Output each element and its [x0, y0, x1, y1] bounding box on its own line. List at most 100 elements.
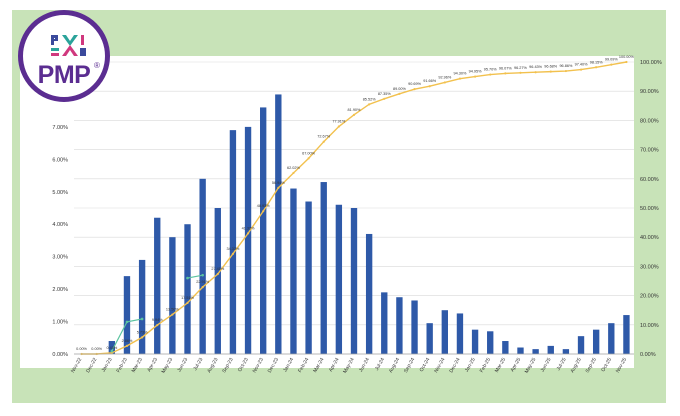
cumulative-data-label: 96.27%: [514, 66, 528, 70]
cumulative-point: [383, 97, 386, 100]
bar: [532, 349, 539, 354]
cumulative-data-label: 96.07%: [499, 66, 513, 70]
bar: [577, 336, 585, 354]
y-tick-label: 1.00%: [52, 320, 68, 326]
cumulative-data-label: 72.67%: [317, 135, 331, 139]
bar: [108, 341, 116, 354]
cumulative-point: [156, 323, 159, 327]
bar: [123, 276, 131, 354]
bar: [290, 188, 297, 354]
trend-line: [111, 318, 143, 352]
cumulative-data-label: 95.70%: [484, 68, 498, 72]
bar: [335, 204, 343, 354]
cumulative-point: [171, 313, 174, 316]
bar: [441, 310, 448, 354]
cumulative-data-label: 90.69%: [408, 82, 422, 86]
y2-tick-label: 50.00%: [640, 206, 659, 212]
cumulative-data-label: 0.00%: [91, 347, 102, 351]
y-tick-label: 7.00%: [52, 125, 68, 131]
cumulative-data-label: 41.32%: [242, 226, 256, 230]
cumulative-point: [595, 66, 598, 69]
cumulative-point: [504, 72, 507, 75]
y2-tick-label: 100.00%: [640, 60, 662, 66]
y2-tick-label: 70.00%: [640, 148, 659, 154]
cumulative-data-label: 96.68%: [544, 65, 558, 69]
y2-tick-label: 80.00%: [640, 118, 659, 124]
cumulative-point: [292, 171, 295, 175]
cumulative-data-label: 96.86%: [559, 64, 573, 68]
y2-tick-label: 30.00%: [640, 264, 659, 270]
bar: [471, 329, 479, 354]
bar: [396, 297, 403, 354]
y2-tick-label: 60.00%: [640, 177, 659, 183]
cumulative-point: [307, 157, 310, 160]
bar: [275, 94, 282, 354]
cumulative-point: [368, 103, 371, 106]
cumulative-point: [413, 88, 416, 91]
bar: [456, 313, 464, 354]
cumulative-point: [216, 272, 219, 276]
cumulative-point: [473, 75, 477, 78]
cumulative-point: [337, 125, 340, 128]
bar: [562, 349, 570, 354]
cumulative-data-label: 77.91%: [332, 120, 346, 124]
registered-mark: ®: [94, 61, 100, 70]
cumulative-data-label: 100.00%: [619, 55, 635, 59]
cumulative-data-label: 56.94%: [272, 181, 286, 185]
bar: [320, 182, 327, 354]
cumulative-data-label: 34.33%: [226, 247, 240, 251]
cumulative-data-label: 81.90%: [348, 108, 362, 112]
y2-tick-label: 20.00%: [640, 294, 659, 300]
pmp-logo-text: PMP: [37, 61, 91, 89]
y-tick-label: 3.00%: [52, 255, 68, 261]
cumulative-data-label: 62.02%: [287, 166, 301, 170]
cumulative-data-label: 17.51%: [181, 296, 195, 300]
cumulative-data-label: 92.96%: [438, 75, 452, 79]
cumulative-point: [277, 186, 280, 189]
bar: [365, 233, 373, 354]
y2-tick-label: 0.00%: [640, 352, 656, 358]
cumulative-point: [352, 113, 356, 116]
bar: [502, 341, 509, 354]
bar: [623, 315, 630, 354]
cumulative-point: [458, 77, 462, 80]
y2-tick-label: 40.00%: [640, 235, 659, 241]
y2-tick-label: 90.00%: [640, 89, 659, 95]
bar: [411, 300, 418, 354]
cumulative-point: [186, 301, 189, 304]
pmp-logo: PMP ®: [18, 10, 110, 102]
cumulative-data-label: 89.00%: [393, 87, 407, 91]
cumulative-point: [398, 92, 401, 95]
cumulative-point: [201, 286, 204, 289]
cumulative-data-label: 94.30%: [454, 72, 468, 76]
cumulative-point: [519, 71, 522, 74]
cumulative-data-label: 0.00%: [76, 347, 87, 351]
pmi-logo-icon: [51, 35, 86, 56]
bar: [229, 130, 237, 354]
cumulative-data-label: 27.41%: [211, 267, 225, 271]
cumulative-data-label: 94.95%: [469, 70, 483, 74]
cumulative-data-label: 98.15%: [590, 60, 604, 64]
y-tick-label: 4.00%: [52, 222, 68, 228]
bar: [608, 323, 615, 354]
cumulative-data-label: 67.00%: [302, 151, 316, 155]
cumulative-point: [322, 140, 325, 143]
y2-tick-label: 10.00%: [640, 323, 659, 329]
cumulative-point: [141, 336, 144, 339]
cumulative-point: [610, 63, 613, 66]
y-tick-label: 5.00%: [52, 190, 68, 196]
cumulative-data-label: 96.43%: [529, 65, 543, 69]
bar: [154, 217, 161, 354]
y-tick-label: 0.00%: [52, 352, 68, 358]
bar: [426, 323, 433, 354]
cumulative-point: [549, 70, 552, 73]
bar: [592, 329, 600, 354]
trend-line: [187, 274, 203, 279]
cumulative-point: [443, 81, 446, 84]
cumulative-data-label: 87.35%: [378, 92, 392, 96]
cumulative-data-label: 13.50%: [166, 308, 180, 312]
cumulative-point: [564, 69, 567, 73]
cumulative-data-label: 0.43%: [106, 346, 117, 350]
bar: [547, 345, 554, 354]
cumulative-point: [125, 344, 129, 347]
